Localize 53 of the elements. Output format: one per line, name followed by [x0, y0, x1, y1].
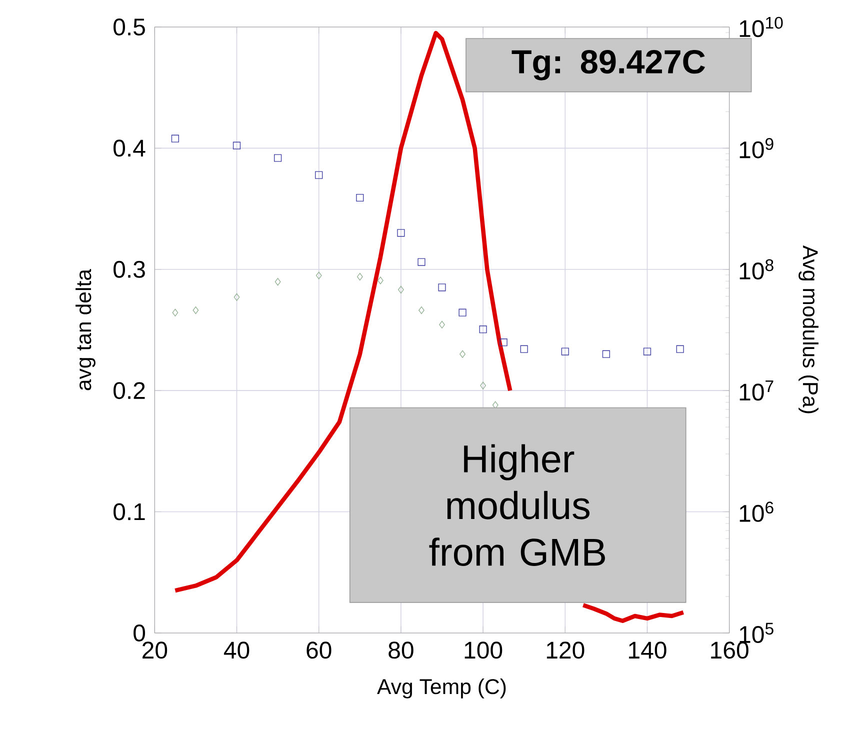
y-tick-label: 0.2 [114, 382, 145, 400]
point [418, 258, 426, 266]
x-tick-label: 140 [629, 642, 666, 659]
point [676, 345, 684, 353]
x-tick-label: 120 [546, 642, 584, 659]
y2-tick-label: 10$^{8}$ [740, 259, 774, 280]
y-tick-label: 0.1 [114, 503, 145, 520]
y-axis-title: avg tan delta [76, 268, 96, 390]
point [561, 348, 569, 356]
point [438, 284, 446, 292]
point [520, 345, 528, 353]
annotation: Higher modulus from GMB [429, 444, 605, 566]
point [439, 320, 445, 328]
point [356, 194, 364, 202]
annotation: Tg: 89.427C [512, 50, 705, 80]
point [274, 154, 282, 162]
x-tick-label: 100 [464, 642, 502, 659]
y2-tick-label: 10$^{10}$ [740, 16, 783, 38]
y-tick-label: 0.3 [114, 260, 145, 278]
point [398, 286, 404, 294]
point [460, 350, 466, 358]
point [172, 308, 178, 316]
x-tick-label: 160 [711, 642, 748, 659]
point [356, 272, 363, 281]
point [316, 272, 322, 280]
point [232, 142, 241, 150]
y-tick-label: 0.4 [114, 140, 146, 157]
point [274, 278, 281, 286]
x-axis-title: Avg Temp (C) [377, 678, 506, 698]
y2-tick-label: 10$^{6}$ [740, 502, 774, 522]
point [397, 229, 405, 237]
point [192, 306, 199, 314]
point [458, 308, 466, 316]
y2-tick-label: 10$^{9}$ [740, 138, 774, 158]
point [171, 134, 179, 142]
point [479, 326, 487, 334]
point [480, 382, 486, 390]
x-tick-label: 40 [224, 642, 250, 659]
x-tick-label: 20 [142, 642, 168, 659]
x-tick-label: 60 [306, 642, 332, 659]
x-tick-label: 80 [388, 642, 414, 659]
y2-axis-title: Avg modulus (Pa) [798, 245, 818, 414]
point [315, 171, 323, 179]
point [377, 276, 384, 284]
point [643, 348, 652, 356]
y2-tick-label: 10$^{5}$ [740, 622, 774, 644]
point [500, 338, 508, 346]
y2-tick-label: 10$^{7}$ [740, 380, 774, 401]
point [234, 293, 240, 301]
point [418, 306, 424, 314]
y-tick-label: 0.5 [114, 18, 145, 36]
y-tick-label: 0 [134, 624, 146, 642]
point [602, 350, 610, 358]
